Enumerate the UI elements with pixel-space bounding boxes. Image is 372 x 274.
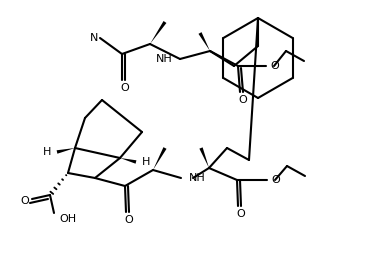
Polygon shape	[120, 158, 137, 164]
Text: H: H	[142, 157, 150, 167]
Text: OH: OH	[59, 214, 76, 224]
Text: NH: NH	[156, 54, 173, 64]
Text: H: H	[43, 147, 51, 157]
Polygon shape	[199, 147, 209, 168]
Polygon shape	[199, 32, 210, 51]
Polygon shape	[153, 147, 167, 170]
Text: NH: NH	[189, 173, 206, 183]
Text: N: N	[90, 33, 98, 43]
Text: O: O	[20, 196, 29, 206]
Text: O: O	[125, 215, 134, 225]
Text: O: O	[238, 95, 247, 105]
Text: O: O	[237, 209, 246, 219]
Text: O: O	[271, 175, 280, 185]
Text: O: O	[121, 83, 129, 93]
Polygon shape	[150, 21, 166, 44]
Polygon shape	[57, 148, 75, 154]
Text: O: O	[270, 61, 279, 71]
